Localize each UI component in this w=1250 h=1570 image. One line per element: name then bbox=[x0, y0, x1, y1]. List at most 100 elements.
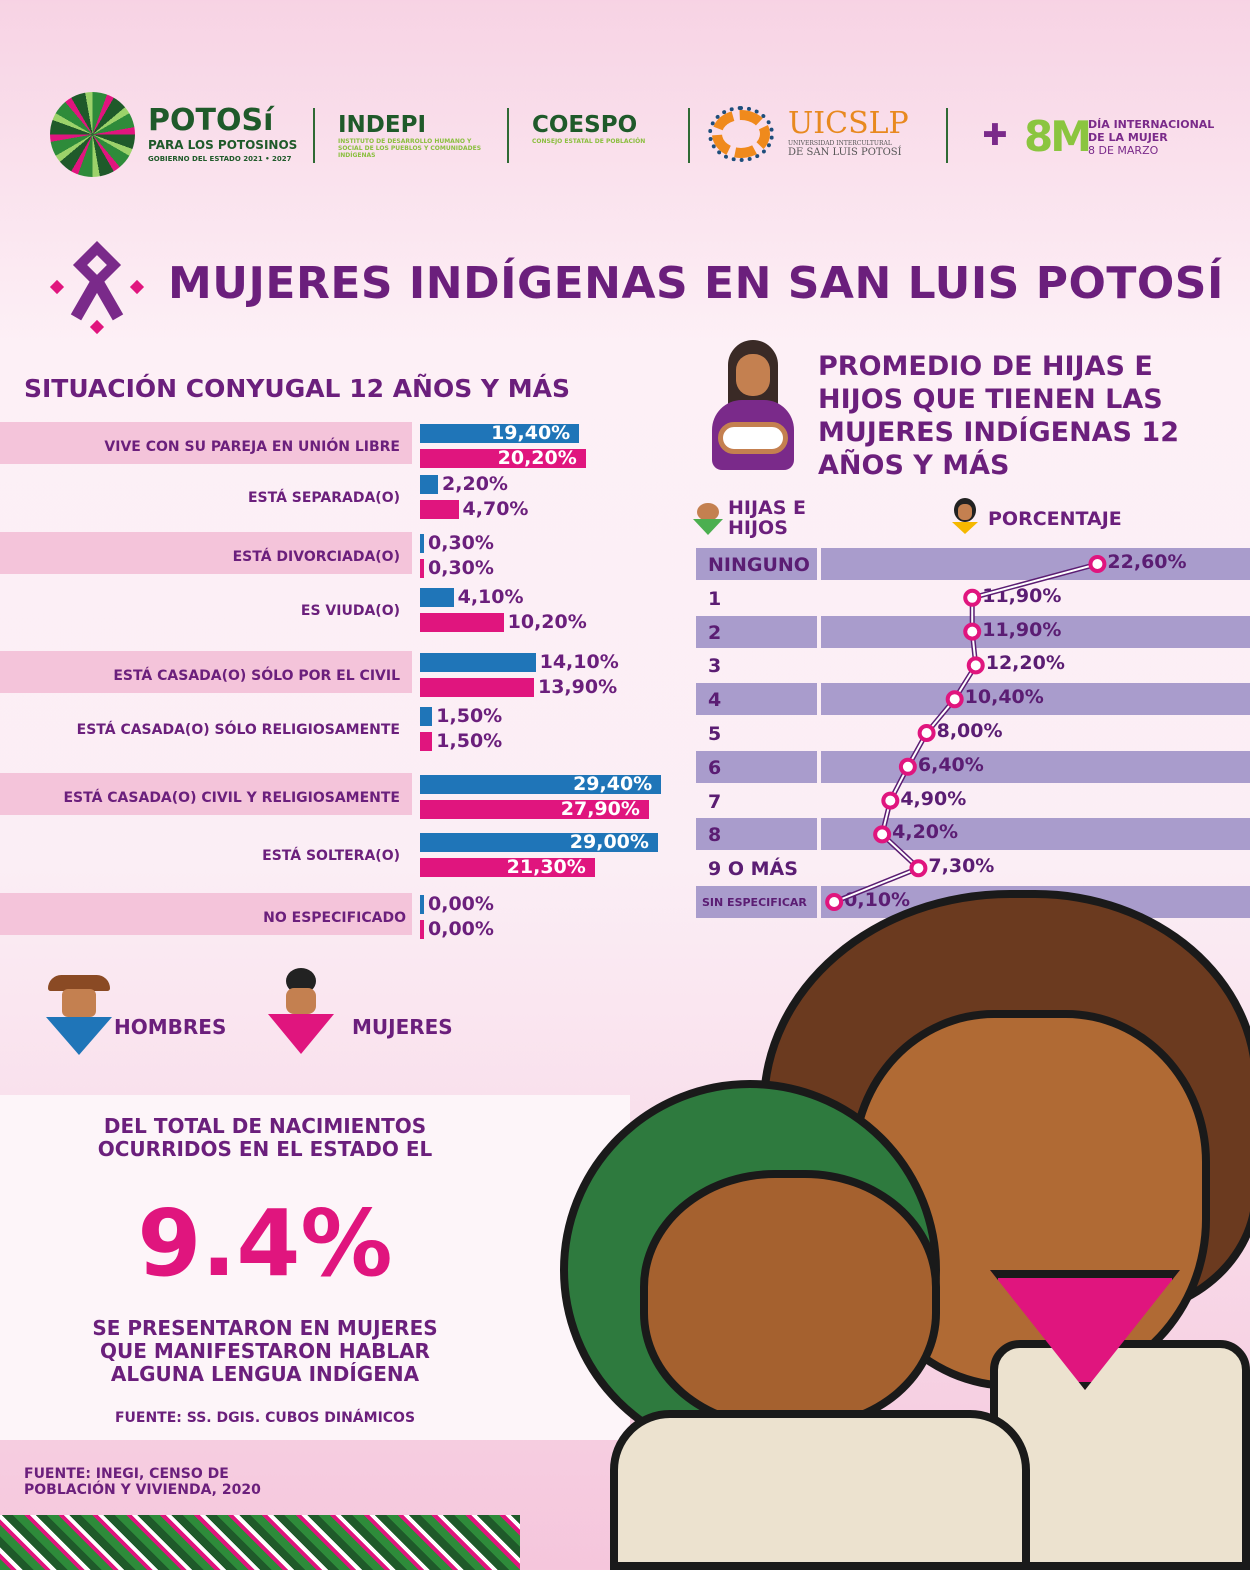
category-row-band bbox=[0, 773, 412, 815]
point-label: 4,90% bbox=[900, 787, 967, 810]
uicslp-sub1: UNIVERSIDAD INTERCULTURAL bbox=[788, 140, 892, 147]
births-intro: DEL TOTAL DE NACIMIENTOS OCURRIDOS EN EL… bbox=[97, 1114, 433, 1161]
category-label: ESTÁ CASADA(O) CIVIL Y RELIGIOSAMENTE bbox=[63, 790, 400, 806]
data-point bbox=[945, 690, 964, 709]
conyugal-title: SITUACIÓN CONYUGAL 12 AÑOS Y MÁS bbox=[24, 374, 570, 403]
bar-label-mujeres: 4,70% bbox=[462, 498, 529, 520]
8m-line2: DE LA MUJER bbox=[1088, 131, 1168, 144]
hijos-row: 7 bbox=[696, 785, 1250, 817]
hijos-row: 4 bbox=[696, 683, 1250, 716]
category-row-band bbox=[0, 893, 412, 935]
hijos-row: 9 O MÁS bbox=[696, 852, 1250, 884]
bar-label-mujeres: 27,90% bbox=[560, 798, 640, 820]
bar-hombres bbox=[420, 775, 662, 794]
point-label: 11,90% bbox=[982, 618, 1062, 641]
col-porcentaje-header: PORCENTAJE bbox=[988, 508, 1122, 530]
bar-label-hombres: 14,10% bbox=[539, 651, 619, 673]
divider bbox=[946, 108, 948, 163]
bar-mujeres bbox=[420, 613, 504, 632]
data-point bbox=[898, 757, 917, 776]
hijos-category: 9 O MÁS bbox=[708, 858, 798, 881]
hijos-row: 8 bbox=[696, 818, 1250, 851]
bar-hombres bbox=[420, 895, 424, 914]
category-label: ESTÁ CASADA(O) SÓLO RELIGIOSAMENTE bbox=[76, 722, 400, 738]
bar-label-mujeres: 21,30% bbox=[506, 856, 586, 878]
coespo-sub: CONSEJO ESTATAL DE POBLACIÓN bbox=[532, 138, 646, 145]
bar-mujeres bbox=[420, 559, 424, 578]
col-hijos-header: HIJAS E HIJOS bbox=[728, 497, 807, 539]
births-panel: DEL TOTAL DE NACIMIENTOS OCURRIDOS EN EL… bbox=[0, 1095, 630, 1440]
potosi-sub: GOBIERNO DEL ESTADO 2021 • 2027 bbox=[148, 155, 292, 163]
point-label: 12,20% bbox=[985, 652, 1065, 675]
category-label: ESTÁ SEPARADA(O) bbox=[247, 490, 400, 506]
legend-mujeres: MUJERES bbox=[352, 1015, 453, 1039]
embroidery-border bbox=[0, 1515, 520, 1570]
8m-line3: 8 DE MARZO bbox=[1088, 144, 1159, 157]
data-point bbox=[1088, 555, 1107, 573]
bar-label-hombres: 29,40% bbox=[573, 773, 653, 795]
data-point bbox=[825, 893, 844, 911]
bar-label-mujeres: 13,90% bbox=[537, 676, 618, 698]
hijos-row: 5 bbox=[696, 717, 1250, 749]
category-label: ES VIUDA(O) bbox=[300, 603, 400, 619]
uicslp-logo-mark bbox=[708, 106, 774, 162]
data-point bbox=[963, 622, 982, 641]
potosi-tagline: PARA LOS POTOSINOS bbox=[148, 138, 298, 152]
divider bbox=[507, 108, 509, 163]
bar-label-hombres: 2,20% bbox=[442, 473, 508, 495]
hijos-title: PROMEDIO DE HIJAS E HIJOS QUE TIENEN LAS… bbox=[818, 351, 1179, 481]
hijos-category: 5 bbox=[708, 723, 722, 745]
bar-hombres bbox=[420, 475, 439, 494]
divider bbox=[688, 108, 690, 163]
point-label: 10,40% bbox=[964, 686, 1044, 709]
uicslp-sub2: DE SAN LUIS POTOSÍ bbox=[788, 147, 902, 158]
data-point bbox=[963, 588, 982, 607]
child-icon bbox=[693, 503, 723, 535]
bar-label-mujeres: 0,30% bbox=[428, 557, 494, 579]
point-label: 4,20% bbox=[892, 821, 959, 844]
data-point bbox=[966, 656, 985, 675]
births-value: 9.4% bbox=[137, 1190, 393, 1297]
point-label: 8,00% bbox=[936, 720, 1003, 742]
category-row-band bbox=[0, 532, 412, 574]
woman-icon bbox=[268, 968, 334, 1056]
point-label: 22,60% bbox=[1107, 551, 1187, 573]
potosi-logo-mark bbox=[50, 92, 135, 177]
category-row-band bbox=[0, 651, 412, 693]
hijos-row: 2 bbox=[696, 615, 1250, 648]
hijos-category: 6 bbox=[696, 750, 817, 783]
bar-mujeres bbox=[420, 449, 586, 468]
hijos-category: NINGUNO bbox=[696, 548, 817, 580]
point-label: 0,10% bbox=[844, 889, 911, 911]
8m-ribbon-icon: ✚ bbox=[982, 118, 1008, 153]
bar-label-hombres: 0,30% bbox=[428, 532, 494, 554]
hijos-category: 7 bbox=[708, 790, 722, 813]
page-title: MUJERES INDÍGENAS EN SAN LUIS POTOSÍ bbox=[168, 258, 1224, 309]
bar-hombres bbox=[420, 707, 433, 726]
category-label: NO ESPECIFICADO bbox=[263, 910, 406, 926]
bar-mujeres bbox=[420, 732, 433, 751]
data-point bbox=[909, 859, 928, 878]
man-icon bbox=[46, 975, 112, 1055]
data-point bbox=[881, 791, 900, 810]
bar-mujeres bbox=[420, 678, 534, 697]
hijos-row: NINGUNO bbox=[696, 548, 1250, 580]
bar-label-hombres: 4,10% bbox=[457, 586, 524, 608]
coespo-name: COESPO bbox=[532, 112, 638, 138]
hijos-category: 4 bbox=[696, 683, 817, 716]
bar-label-mujeres: 10,20% bbox=[507, 611, 587, 633]
hijos-category: SIN ESPECIFICAR bbox=[696, 886, 817, 918]
bar-hombres bbox=[420, 424, 580, 443]
point-label: 7,30% bbox=[928, 855, 995, 878]
woman-small-icon bbox=[952, 498, 978, 534]
births-outro: SE PRESENTARON EN MUJERES QUE MANIFESTAR… bbox=[92, 1316, 438, 1386]
8m-line1: DÍA INTERNACIONAL bbox=[1088, 118, 1215, 131]
bar-mujeres bbox=[420, 800, 649, 819]
births-source: FUENTE: SS. DGIS. CUBOS DINÁMICOS bbox=[114, 1410, 416, 1426]
bar-label-mujeres: 0,00% bbox=[428, 918, 494, 940]
source-note: FUENTE: INEGI, CENSO DE POBLACIÓN Y VIVI… bbox=[24, 1466, 261, 1498]
mother-baby-icon bbox=[700, 340, 805, 475]
uicslp-name: UICSLP bbox=[788, 106, 909, 141]
bar-mujeres bbox=[420, 858, 595, 877]
bar-hombres bbox=[420, 653, 536, 672]
